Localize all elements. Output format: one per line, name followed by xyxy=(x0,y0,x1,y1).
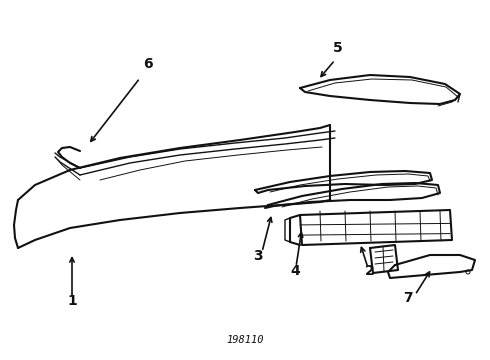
Text: 198110: 198110 xyxy=(226,335,264,345)
Text: 4: 4 xyxy=(290,264,300,278)
Text: 7: 7 xyxy=(403,291,413,305)
Text: 2: 2 xyxy=(365,264,375,278)
Text: 3: 3 xyxy=(253,249,263,263)
Text: 1: 1 xyxy=(67,294,77,308)
Text: 6: 6 xyxy=(143,57,153,71)
Text: 5: 5 xyxy=(333,41,343,55)
